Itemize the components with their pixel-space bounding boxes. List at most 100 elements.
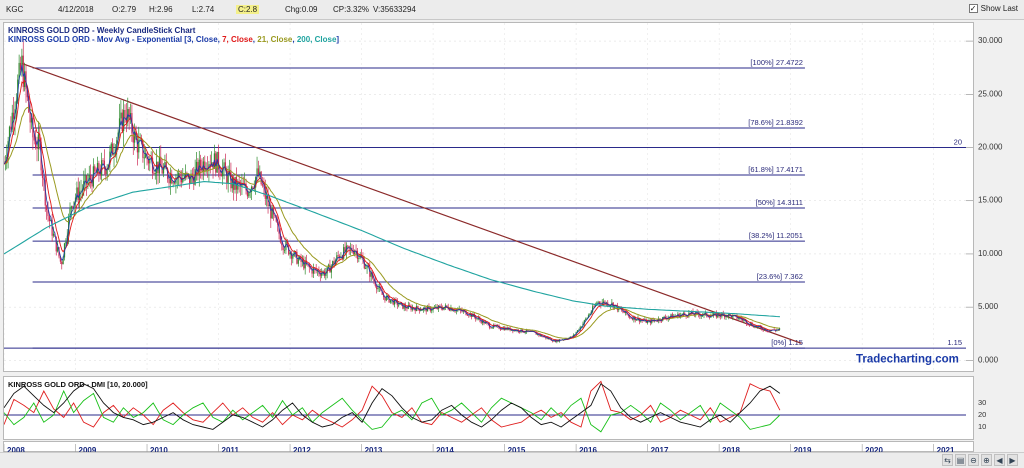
candle-body	[439, 305, 441, 307]
candle-body	[10, 126, 12, 130]
candle-body	[234, 176, 236, 190]
candle-body	[267, 195, 269, 207]
candle-body	[347, 245, 349, 247]
candle-body	[510, 329, 513, 331]
candle-body	[381, 290, 383, 295]
candle-body	[282, 245, 284, 250]
y-tick-label: 5.000	[978, 302, 999, 311]
candle-body	[149, 158, 151, 164]
legend-entry: ,	[253, 35, 257, 44]
ema-3-line	[3, 64, 780, 342]
candle-body	[266, 195, 268, 199]
candle-body	[286, 241, 288, 245]
candle-body	[598, 301, 601, 304]
candle-body	[725, 315, 727, 318]
candle-body	[147, 158, 150, 164]
candle-body	[48, 216, 50, 222]
time-axis-svg: 2008 2009 2010 2011 2012 2013 2014 2015 2016 2017…	[3, 444, 955, 455]
zoom-out-icon[interactable]: ⊖	[968, 454, 979, 466]
ema-21-line	[3, 106, 780, 339]
fib-level-label: [50%] 14.3111	[756, 198, 803, 207]
price-chart-panel[interactable]: [100%] 27.4722 [78.6%] 21.8392 [61.8%] 17.…	[3, 22, 974, 372]
candle-body	[136, 138, 138, 153]
candle-body	[161, 166, 163, 174]
candle-body	[684, 313, 686, 315]
candle-body	[754, 325, 756, 328]
candle-body	[123, 109, 125, 132]
plus-di-line	[3, 380, 781, 428]
candle-body	[57, 247, 59, 252]
candle-body	[708, 316, 711, 318]
x-tick-label: 2013	[365, 446, 383, 455]
candle-body	[30, 117, 33, 123]
x-tick-label: 2021	[937, 446, 955, 455]
candle-body	[178, 173, 180, 178]
candle-body	[44, 179, 46, 206]
candle-body	[72, 206, 74, 208]
dmi-chart-svg: KINROSS GOLD ORD - DMI [10, 20.000]	[3, 380, 966, 433]
candle-body	[43, 177, 45, 180]
candle-body	[128, 109, 130, 119]
zoom-in-icon[interactable]: ⊕	[981, 454, 992, 466]
x-tick-label: 2020	[865, 446, 883, 455]
candle-body	[219, 169, 221, 174]
y-tick-label: 30.000	[978, 36, 1003, 45]
candle-body	[268, 204, 271, 207]
candle-body	[663, 316, 665, 318]
candle-body	[76, 187, 78, 198]
candle-body	[593, 306, 595, 308]
candle-body	[120, 112, 122, 119]
candle-body	[143, 157, 145, 159]
scroll-left-icon[interactable]: ◀	[994, 454, 1005, 466]
y-tick-label: 0.000	[978, 355, 999, 364]
candle-body	[24, 71, 26, 88]
x-tick-label: 2009	[79, 446, 97, 455]
x-tick-label: 2016	[579, 446, 597, 455]
candle-body	[475, 316, 477, 320]
x-tick-label: 2014	[436, 446, 454, 455]
candle-body	[446, 305, 448, 307]
candle-body	[77, 187, 79, 201]
candle-body	[623, 311, 625, 314]
dmi-indicator-panel[interactable]: KINROSS GOLD ORD - DMI [10, 20.000]	[3, 376, 974, 440]
candle-body	[281, 242, 283, 246]
candle-body	[747, 323, 749, 325]
open-field: O:2.79	[112, 5, 137, 14]
candle-body	[333, 261, 335, 265]
reference-line-label: 1.15	[947, 338, 962, 347]
chart-scrollbar[interactable]: ⇆ ▤ ⊖ ⊕ ◀ ▶	[0, 452, 1024, 468]
candle-body	[472, 313, 474, 317]
candle-body	[678, 313, 680, 318]
fib-level-label: [38.2%] 11.2051	[749, 231, 803, 240]
legend-entry: 21, Close	[257, 35, 293, 44]
candle-body	[217, 151, 220, 170]
candle-body	[633, 316, 635, 320]
candle-body	[110, 143, 112, 152]
x-tick-label: 2017	[651, 446, 669, 455]
legend-entry: KINROSS GOLD ORD - Mov Avg - Exponential…	[8, 35, 187, 44]
date-field: 4/12/2018	[58, 5, 94, 14]
candle-body	[39, 134, 41, 142]
candle-body	[154, 173, 156, 175]
candle-body	[80, 190, 82, 192]
candle-body	[671, 314, 673, 318]
candle-body	[354, 250, 356, 254]
fit-icon[interactable]: ⇆	[942, 454, 953, 466]
candle-body	[289, 252, 291, 255]
candle-body	[241, 183, 243, 187]
candle-body	[246, 190, 249, 197]
candle-body	[264, 186, 266, 199]
candle-body	[118, 118, 121, 133]
candle-body	[169, 173, 172, 184]
candle-body	[536, 334, 539, 336]
candle-body	[719, 316, 722, 317]
candle-body	[36, 147, 38, 149]
candle-body	[316, 270, 319, 272]
layout-icon[interactable]: ▤	[955, 454, 966, 466]
candle-body	[61, 261, 63, 265]
scroll-right-icon[interactable]: ▶	[1007, 454, 1018, 466]
show-last-checkbox[interactable]: ✓	[968, 4, 978, 13]
show-last-toggle[interactable]: ✓ Show Last	[968, 4, 1018, 13]
candle-body	[98, 163, 100, 174]
